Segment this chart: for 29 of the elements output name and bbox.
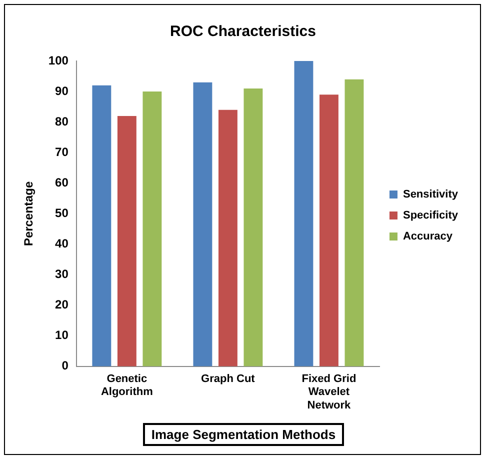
y-axis-title: Percentage <box>22 181 36 246</box>
legend-label: Sensitivity <box>402 188 459 201</box>
y-tick-label: 80 <box>55 114 69 128</box>
bar <box>142 92 162 366</box>
y-tick-label: 100 <box>48 53 69 68</box>
bar <box>117 116 136 366</box>
bar <box>320 94 338 366</box>
y-tick-label: 0 <box>62 358 69 373</box>
legend-label: Specificity <box>402 210 459 222</box>
bar <box>92 85 112 366</box>
y-tick-label: 20 <box>55 298 69 312</box>
x-tick-label: Fixed Grid Wavelet Network <box>302 373 356 412</box>
y-tick-label: 90 <box>55 84 69 98</box>
bar <box>193 82 212 366</box>
y-tick-label: 30 <box>55 267 69 282</box>
y-tick-label: 60 <box>55 175 69 190</box>
y-tick-label: 10 <box>55 328 69 342</box>
y-tick-label: 40 <box>55 236 69 251</box>
y-tick-label: 50 <box>55 206 69 220</box>
x-axis-title: Image Segmentation Methods <box>143 423 344 446</box>
bar <box>344 79 364 366</box>
x-tick-label: Graph Cut <box>201 373 256 386</box>
x-tick-label: Genetic Algorithm <box>100 373 154 398</box>
y-tick-label: 70 <box>55 144 69 159</box>
bar <box>244 88 263 366</box>
bar <box>218 110 238 366</box>
legend-label: Accuracy <box>402 230 454 243</box>
chart-title: ROC Characteristics <box>170 23 316 40</box>
bar <box>294 61 314 366</box>
